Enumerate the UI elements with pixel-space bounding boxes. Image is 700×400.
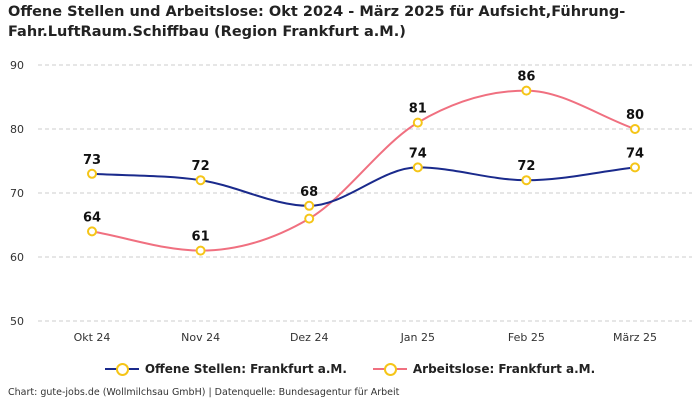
x-tick-label-0: Okt 24 xyxy=(74,331,111,344)
chart-title: Offene Stellen und Arbeitslose: Okt 2024… xyxy=(8,4,626,40)
legend-swatch-arbeitslose xyxy=(372,363,407,376)
series-1-point-2 xyxy=(304,213,315,224)
series-0-point-5 xyxy=(630,162,640,173)
legend-label-arbeitslose: Arbeitslose: Frankfurt a.M. xyxy=(412,362,596,376)
series-line-1 xyxy=(91,89,636,252)
y-tick-label-50: 50 xyxy=(10,315,24,328)
series-1-point-4 xyxy=(521,85,532,96)
series-line-0 xyxy=(91,166,636,207)
series-1-point-5 xyxy=(630,124,640,134)
series-1-data-label-0: 64 xyxy=(83,210,101,225)
series-1-point-0 xyxy=(87,226,97,237)
series-0-data-label-0: 73 xyxy=(83,153,101,168)
x-tick-label-2: Dez 24 xyxy=(290,331,329,344)
series-0-point-4 xyxy=(521,175,532,186)
y-tick-label-90: 90 xyxy=(10,59,24,72)
x-tick-label-4: Feb 25 xyxy=(508,331,545,344)
series-0-point-2 xyxy=(304,200,315,211)
series-1-data-label-1: 61 xyxy=(192,230,210,245)
series-0-data-label-4: 72 xyxy=(517,159,535,174)
x-tick-label-3: Jan 25 xyxy=(400,331,435,344)
legend-label-offene-stellen: Offene Stellen: Frankfurt a.M. xyxy=(144,362,347,376)
legend-item-offene-stellen[interactable]: Offene Stellen: Frankfurt a.M. xyxy=(104,362,347,376)
series-0-point-0 xyxy=(87,168,97,179)
series-0-data-label-3: 74 xyxy=(409,146,427,161)
legend-item-arbeitslose[interactable]: Arbeitslose: Frankfurt a.M. xyxy=(372,362,596,376)
series-1-point-3 xyxy=(412,117,423,128)
x-tick-label-5: März 25 xyxy=(613,331,657,344)
chart-source-footer: Chart: gute-jobs.de (Wollmilchsau GmbH) … xyxy=(8,387,400,398)
y-tick-label-60: 60 xyxy=(10,251,24,264)
chart-legend: Offene Stellen: Frankfurt a.M. Arbeitslo… xyxy=(0,362,700,376)
series-0-point-1 xyxy=(195,175,206,186)
series-0-data-label-2: 68 xyxy=(300,185,318,200)
series-1-data-label-3: 86 xyxy=(517,70,535,85)
x-tick-label-1: Nov 24 xyxy=(181,331,220,344)
series-1-data-label-2: 81 xyxy=(409,102,427,117)
y-tick-label-80: 80 xyxy=(10,123,24,136)
series-0-data-label-5: 74 xyxy=(626,146,644,161)
series-1-point-1 xyxy=(195,245,206,256)
series-0-data-label-1: 72 xyxy=(192,159,210,174)
series-0-point-3 xyxy=(412,162,423,173)
legend-swatch-offene-stellen xyxy=(104,363,139,376)
series-1-data-label-4: 80 xyxy=(626,108,644,123)
y-tick-label-70: 70 xyxy=(10,187,24,200)
